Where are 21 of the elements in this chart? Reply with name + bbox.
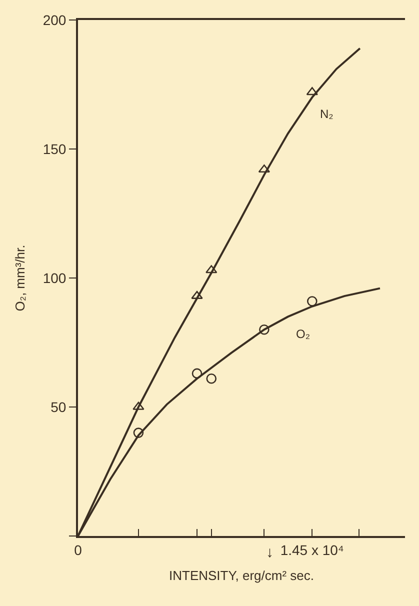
y-tick-label: 200 [42, 12, 66, 28]
point [307, 296, 318, 306]
y-axis-title: O₂, mm³/hr. [12, 244, 28, 312]
point [133, 428, 144, 438]
y-tick-label: 150 [42, 140, 66, 157]
point [206, 373, 217, 384]
point [306, 87, 318, 96]
point [259, 324, 270, 335]
annotation: O₂ [296, 327, 310, 341]
point [258, 164, 270, 173]
point [132, 402, 144, 410]
point [192, 368, 202, 379]
annotation: N₂ [320, 107, 334, 121]
x-axis-title: INTENSITY, erg/cm² sec. [169, 568, 314, 583]
point [206, 265, 218, 274]
y-tick-label: 100 [42, 270, 66, 286]
x-tick-label: 0 [74, 542, 82, 558]
y-tick-label: 50 [50, 398, 66, 415]
text: ↓ [266, 544, 274, 561]
point [191, 290, 203, 299]
x-tick-label: 1.45 x 10⁴ [280, 542, 344, 558]
